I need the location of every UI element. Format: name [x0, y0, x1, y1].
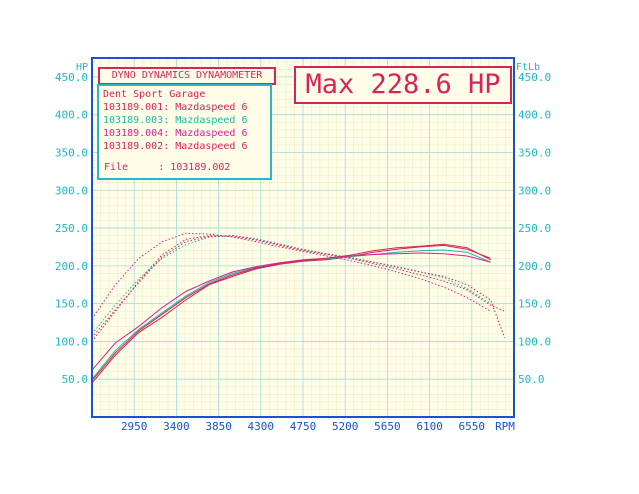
- y-right-unit: FtLb: [516, 62, 540, 73]
- x-tick-label: 6100: [416, 420, 443, 433]
- max-hp-label: Max 228.6 HP: [294, 66, 512, 104]
- x-tick-label: 4750: [290, 420, 317, 433]
- legend-garage: Dent Sport Garage: [103, 89, 206, 100]
- y-left-tick-label: 50.0: [62, 373, 89, 386]
- legend-file: File : 103189.002: [104, 161, 230, 174]
- y-left-tick-label: 450.0: [55, 71, 88, 84]
- legend-run-3: 103189.004: Mazdaspeed 6: [103, 128, 248, 139]
- legend: Dent Sport Garage 103189.001: Mazdaspeed…: [97, 84, 272, 180]
- y-left-tick-label: 200.0: [55, 260, 88, 273]
- y-left-tick-label: 100.0: [55, 335, 88, 348]
- x-axis-ticks: 2950 3400 3850 4300 4750 5200 5650 6100 6550 RPM: [121, 420, 515, 433]
- y-left-tick-label: 150.0: [55, 298, 88, 311]
- x-tick-label: 4300: [248, 420, 275, 433]
- series-group: [91, 232, 506, 384]
- plot-frame: [91, 57, 515, 418]
- x-tick-label: 5200: [332, 420, 359, 433]
- series-line-103189.001-ftlb: [91, 235, 505, 342]
- legend-run-4: 103189.002: Mazdaspeed 6: [103, 141, 248, 152]
- y-right-tick-label: 200.0: [518, 260, 551, 273]
- y-right-tick-label: 150.0: [518, 298, 551, 311]
- x-tick-label: 6550: [459, 420, 486, 433]
- y-left-unit: HP: [76, 62, 88, 73]
- series-line-103189.004-hp: [91, 252, 491, 371]
- x-tick-label: 3400: [163, 420, 190, 433]
- y-right-tick-label: 350.0: [518, 146, 551, 159]
- y-right-tick-label: 450.0: [518, 71, 551, 84]
- legend-run-2: 103189.003: Mazdaspeed 6: [103, 115, 248, 126]
- dyno-title: DYNO DYNAMICS DYNAMOMETER: [98, 67, 276, 85]
- y-left-tick-label: 400.0: [55, 109, 88, 122]
- series-line-103189.001-hp: [91, 244, 491, 384]
- y-left-tick-label: 350.0: [55, 146, 88, 159]
- y-left-tick-label: 300.0: [55, 184, 88, 197]
- y-right-tick-label: 250.0: [518, 222, 551, 235]
- legend-file-value: : 103189.002: [158, 162, 231, 173]
- legend-file-label: File: [104, 162, 129, 173]
- x-tick-label: 3850: [205, 420, 232, 433]
- y-right-tick-label: 100.0: [518, 335, 551, 348]
- y-axis-right-ticks: 50.0 100.0 150.0 200.0 250.0 300.0 350.0 400.0 4…: [518, 71, 551, 386]
- y-axis-left-ticks: 50.0 100.0 150.0 200.0 250.0 300.0 350.0 400.0 4…: [55, 71, 88, 386]
- y-right-tick-label: 300.0: [518, 184, 551, 197]
- x-unit-label: RPM: [495, 420, 515, 433]
- legend-run-1: 103189.001: Mazdaspeed 6: [103, 102, 248, 113]
- y-right-tick-label: 50.0: [518, 373, 545, 386]
- y-right-tick-label: 400.0: [518, 109, 551, 122]
- y-left-tick-label: 250.0: [55, 222, 88, 235]
- x-tick-label: 5650: [374, 420, 401, 433]
- series-line-103189.002-hp: [91, 243, 491, 382]
- series-line-103189.003-ftlb: [91, 235, 491, 335]
- x-tick-label: 2950: [121, 420, 148, 433]
